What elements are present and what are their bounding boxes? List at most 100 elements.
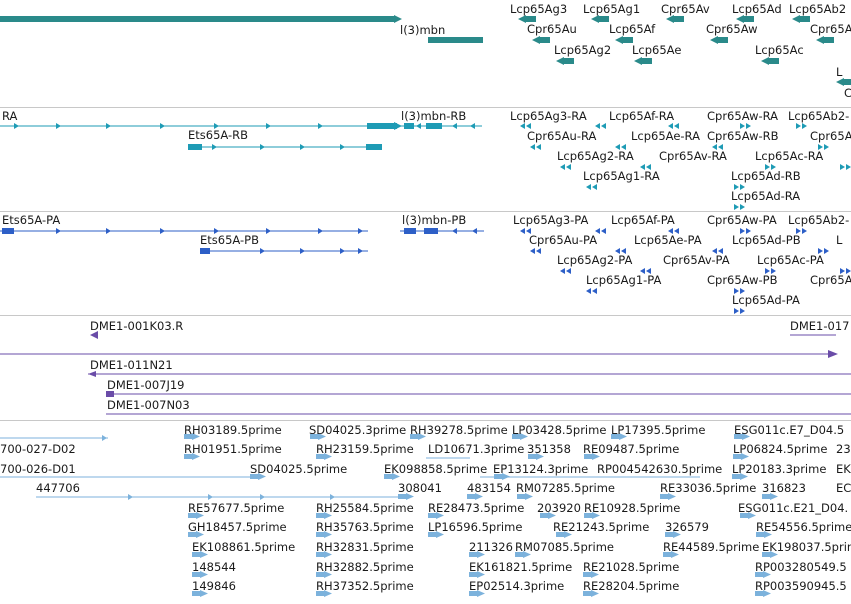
feature-bar[interactable] (184, 434, 194, 439)
feature-bar[interactable] (188, 144, 202, 150)
feature-bar[interactable] (762, 494, 772, 499)
feature-bar[interactable] (428, 37, 483, 43)
exon-tick-left[interactable] (712, 248, 717, 254)
feature-bar[interactable] (798, 16, 810, 22)
exon-tick-left[interactable] (668, 123, 673, 129)
feature-bar[interactable] (2, 228, 14, 234)
strand-arrow-right[interactable] (200, 551, 208, 558)
feature-bar[interactable] (584, 513, 594, 518)
feature-bar[interactable] (597, 16, 609, 22)
feature-bar[interactable] (672, 16, 684, 22)
feature-bar[interactable] (494, 474, 504, 479)
protein-label[interactable]: Cpr65Aw-PB (707, 273, 778, 287)
strand-arrow-right[interactable] (592, 453, 600, 460)
strand-arrow-right[interactable] (406, 493, 414, 500)
strand-arrow-right[interactable] (477, 551, 485, 558)
exon-tick-left[interactable] (621, 144, 626, 150)
exon-tick-right[interactable] (846, 268, 851, 274)
feature-bar[interactable] (755, 591, 765, 596)
exon-tick-right[interactable] (740, 308, 745, 314)
strand-arrow-right[interactable] (324, 551, 332, 558)
feature-bar[interactable] (250, 474, 260, 479)
exon-tick-right[interactable] (740, 184, 745, 190)
transcript-label[interactable]: Cpr65Aw-RA (707, 109, 779, 123)
strand-arrow-right[interactable] (196, 512, 204, 519)
exon-tick-left[interactable] (536, 248, 541, 254)
exon-tick-left[interactable] (586, 288, 591, 294)
est-label[interactable]: RH25584.5prime (316, 501, 414, 515)
protein-label[interactable]: Lcp65Ag2-PA (557, 253, 633, 267)
strand-arrow-right[interactable] (418, 433, 426, 440)
transcript-label[interactable]: Cpr65Av-RA (659, 149, 727, 163)
exon-tick-left[interactable] (586, 184, 591, 190)
est-label[interactable]: LP20183.3prime (732, 462, 827, 476)
transcript-label[interactable]: Lcp65Ag2-RA (557, 149, 634, 163)
strand-arrow-right[interactable] (394, 122, 402, 130)
strand-arrow-right[interactable] (764, 531, 772, 538)
clone-label[interactable]: DME1-001K03.R (90, 319, 184, 333)
strand-arrow-left[interactable] (816, 36, 824, 44)
strand-arrow-right[interactable] (619, 433, 627, 440)
feature-bar[interactable] (663, 552, 673, 557)
exon-tick-left[interactable] (560, 164, 565, 170)
est-label[interactable]: RH39278.5prime (410, 423, 508, 437)
feature-bar[interactable] (310, 434, 320, 439)
exon-tick-left[interactable] (470, 123, 475, 129)
feature-bar[interactable] (665, 532, 675, 537)
exon-tick-left[interactable] (674, 228, 679, 234)
est-label[interactable]: RH01951.5prime (184, 442, 282, 456)
exon-tick-right[interactable] (740, 288, 745, 294)
est-label[interactable]: RE09487.5prime (583, 442, 680, 456)
feature-bar[interactable] (733, 454, 743, 459)
strand-arrow-right[interactable] (436, 531, 444, 538)
feature-bar[interactable] (540, 513, 550, 518)
est-label[interactable]: RH03189.5prime (184, 423, 282, 437)
feature-bar[interactable] (732, 474, 742, 479)
exon-tick-right[interactable] (102, 435, 107, 441)
exon-tick-right[interactable] (106, 123, 111, 129)
exon-tick-left[interactable] (592, 184, 597, 190)
est-label[interactable]: RE21028.5prime (583, 560, 680, 574)
est-label[interactable]: RH32882.5prime (316, 560, 414, 574)
gene-label[interactable]: Lcp65Af (609, 22, 656, 36)
exon-tick-left[interactable] (601, 123, 606, 129)
est-label[interactable]: LP03428.5prime (512, 423, 607, 437)
exon-tick-right[interactable] (266, 123, 271, 129)
transcript-label[interactable]: Cpr65Aw-RB (707, 129, 779, 143)
gene-label[interactable]: Lcp65Ac (755, 43, 804, 57)
exon-tick-right[interactable] (160, 228, 165, 234)
feature-bar[interactable] (756, 532, 766, 537)
exon-tick-right[interactable] (300, 144, 305, 150)
exon-tick-left[interactable] (595, 228, 600, 234)
feature-bar[interactable] (512, 434, 522, 439)
feature-bar[interactable] (188, 513, 198, 518)
strand-arrow-right[interactable] (392, 473, 400, 480)
clone-label[interactable]: DME1-017 (790, 319, 850, 333)
gene-label[interactable]: Lcp65Ae (632, 43, 682, 57)
strand-arrow-right[interactable] (200, 590, 208, 597)
est-label[interactable]: RE10928.5prime (584, 501, 681, 515)
strand-arrow-right[interactable] (318, 433, 326, 440)
est-label[interactable]: EP02514.3prime (469, 579, 565, 593)
exon-tick-left[interactable] (646, 164, 651, 170)
gene-label[interactable]: Cpr65Ax (810, 22, 851, 36)
exon-tick-right[interactable] (818, 248, 823, 254)
exon-tick-right[interactable] (266, 228, 271, 234)
strand-arrow-right[interactable] (520, 433, 528, 440)
transcript-label[interactable]: Lcp65Ag1-RA (583, 169, 660, 183)
strand-arrow-right[interactable] (741, 453, 749, 460)
exon-tick-right[interactable] (734, 184, 739, 190)
exon-tick-right[interactable] (796, 228, 801, 234)
exon-tick-right[interactable] (802, 228, 807, 234)
transcript-label[interactable]: Lcp65Ad-RA (731, 189, 801, 203)
exon-tick-left[interactable] (530, 144, 535, 150)
transcript-label[interactable]: Lcp65Ab2- (788, 109, 850, 123)
est-label[interactable]: RP003280549.5 (755, 560, 847, 574)
exon-tick-right[interactable] (746, 228, 751, 234)
est-label[interactable]: RH35763.5prime (316, 520, 414, 534)
clone-label[interactable]: DME1-007N03 (107, 398, 190, 412)
strand-arrow-right[interactable] (324, 512, 332, 519)
strand-arrow-left[interactable] (710, 36, 718, 44)
strand-arrow-right[interactable] (673, 531, 681, 538)
gene-label[interactable]: Lcp65Ab2 (789, 2, 847, 16)
